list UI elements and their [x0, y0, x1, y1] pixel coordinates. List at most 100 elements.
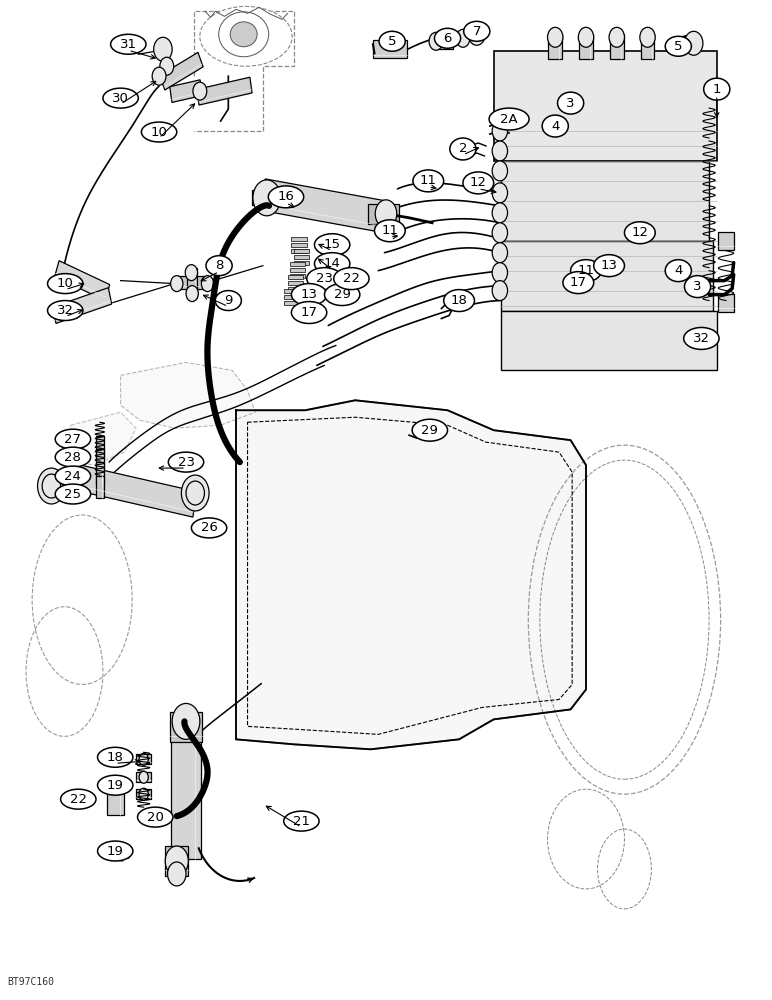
Ellipse shape	[379, 31, 405, 51]
Text: 31: 31	[120, 38, 137, 51]
Bar	[284, 301, 300, 305]
Ellipse shape	[141, 122, 177, 142]
Polygon shape	[55, 261, 110, 301]
Circle shape	[38, 468, 66, 504]
Ellipse shape	[704, 78, 730, 100]
Ellipse shape	[665, 36, 692, 56]
Text: 18: 18	[451, 294, 468, 307]
Circle shape	[139, 771, 148, 783]
FancyBboxPatch shape	[501, 311, 716, 370]
Circle shape	[609, 27, 625, 47]
Bar	[293, 255, 309, 259]
Text: 20: 20	[147, 811, 164, 824]
Polygon shape	[252, 190, 281, 205]
Polygon shape	[373, 40, 407, 58]
Circle shape	[493, 223, 507, 243]
Circle shape	[469, 23, 486, 45]
Bar	[293, 249, 309, 253]
Ellipse shape	[97, 775, 133, 795]
Text: 11: 11	[381, 224, 398, 237]
Text: BT97C160: BT97C160	[8, 977, 55, 987]
Ellipse shape	[191, 518, 227, 538]
Circle shape	[493, 243, 507, 263]
FancyBboxPatch shape	[501, 161, 709, 241]
Text: 3: 3	[693, 280, 702, 293]
Ellipse shape	[110, 34, 146, 54]
Text: 32: 32	[56, 304, 74, 317]
Circle shape	[139, 788, 148, 800]
Polygon shape	[718, 294, 733, 312]
Text: 21: 21	[293, 815, 310, 828]
Text: 14: 14	[323, 257, 340, 270]
Text: 19: 19	[107, 845, 124, 858]
Ellipse shape	[444, 290, 475, 312]
Text: 4: 4	[674, 264, 682, 277]
Circle shape	[456, 29, 470, 47]
Ellipse shape	[412, 419, 448, 441]
Ellipse shape	[450, 138, 476, 160]
Ellipse shape	[218, 12, 269, 57]
Text: 12: 12	[631, 226, 648, 239]
Ellipse shape	[56, 447, 90, 467]
Bar	[291, 237, 306, 241]
Ellipse shape	[206, 256, 232, 276]
Circle shape	[493, 141, 507, 161]
FancyBboxPatch shape	[501, 241, 713, 311]
Text: 9: 9	[224, 294, 232, 307]
Text: 2A: 2A	[500, 113, 518, 126]
Circle shape	[168, 862, 186, 886]
Circle shape	[193, 82, 207, 100]
Bar	[291, 243, 306, 247]
FancyBboxPatch shape	[493, 51, 716, 161]
Circle shape	[578, 27, 594, 47]
Text: 13: 13	[601, 259, 618, 272]
Circle shape	[185, 265, 198, 281]
Ellipse shape	[314, 234, 350, 256]
Ellipse shape	[685, 276, 710, 298]
Ellipse shape	[563, 272, 594, 294]
Polygon shape	[52, 288, 112, 323]
Text: 29: 29	[422, 424, 438, 437]
Ellipse shape	[291, 284, 327, 306]
Ellipse shape	[56, 466, 90, 486]
Circle shape	[253, 180, 280, 216]
Text: 28: 28	[65, 451, 81, 464]
Polygon shape	[548, 34, 562, 59]
Bar	[293, 261, 309, 265]
Ellipse shape	[625, 222, 655, 244]
Circle shape	[493, 281, 507, 301]
Circle shape	[493, 161, 507, 181]
Polygon shape	[187, 268, 197, 298]
Polygon shape	[96, 449, 103, 471]
Polygon shape	[170, 712, 202, 742]
Ellipse shape	[97, 841, 133, 861]
Ellipse shape	[314, 253, 350, 275]
Ellipse shape	[413, 170, 444, 192]
Ellipse shape	[557, 92, 584, 114]
Bar	[287, 287, 303, 291]
Polygon shape	[107, 790, 124, 815]
Text: 4: 4	[551, 120, 560, 133]
Polygon shape	[434, 33, 453, 49]
Ellipse shape	[103, 88, 138, 108]
Text: 23: 23	[178, 456, 195, 469]
Text: 30: 30	[112, 92, 129, 105]
Polygon shape	[136, 789, 151, 799]
Ellipse shape	[464, 21, 490, 41]
Circle shape	[172, 703, 200, 739]
Polygon shape	[170, 80, 202, 102]
Polygon shape	[610, 34, 624, 59]
Ellipse shape	[542, 115, 568, 137]
Polygon shape	[171, 729, 201, 859]
Polygon shape	[120, 362, 256, 428]
Text: 10: 10	[151, 126, 168, 139]
Text: 24: 24	[65, 470, 81, 483]
Ellipse shape	[56, 429, 90, 449]
Circle shape	[640, 27, 655, 47]
Ellipse shape	[334, 268, 369, 290]
Circle shape	[685, 31, 703, 55]
Circle shape	[154, 37, 172, 61]
Circle shape	[160, 57, 174, 75]
Ellipse shape	[137, 807, 173, 827]
Polygon shape	[136, 772, 151, 782]
